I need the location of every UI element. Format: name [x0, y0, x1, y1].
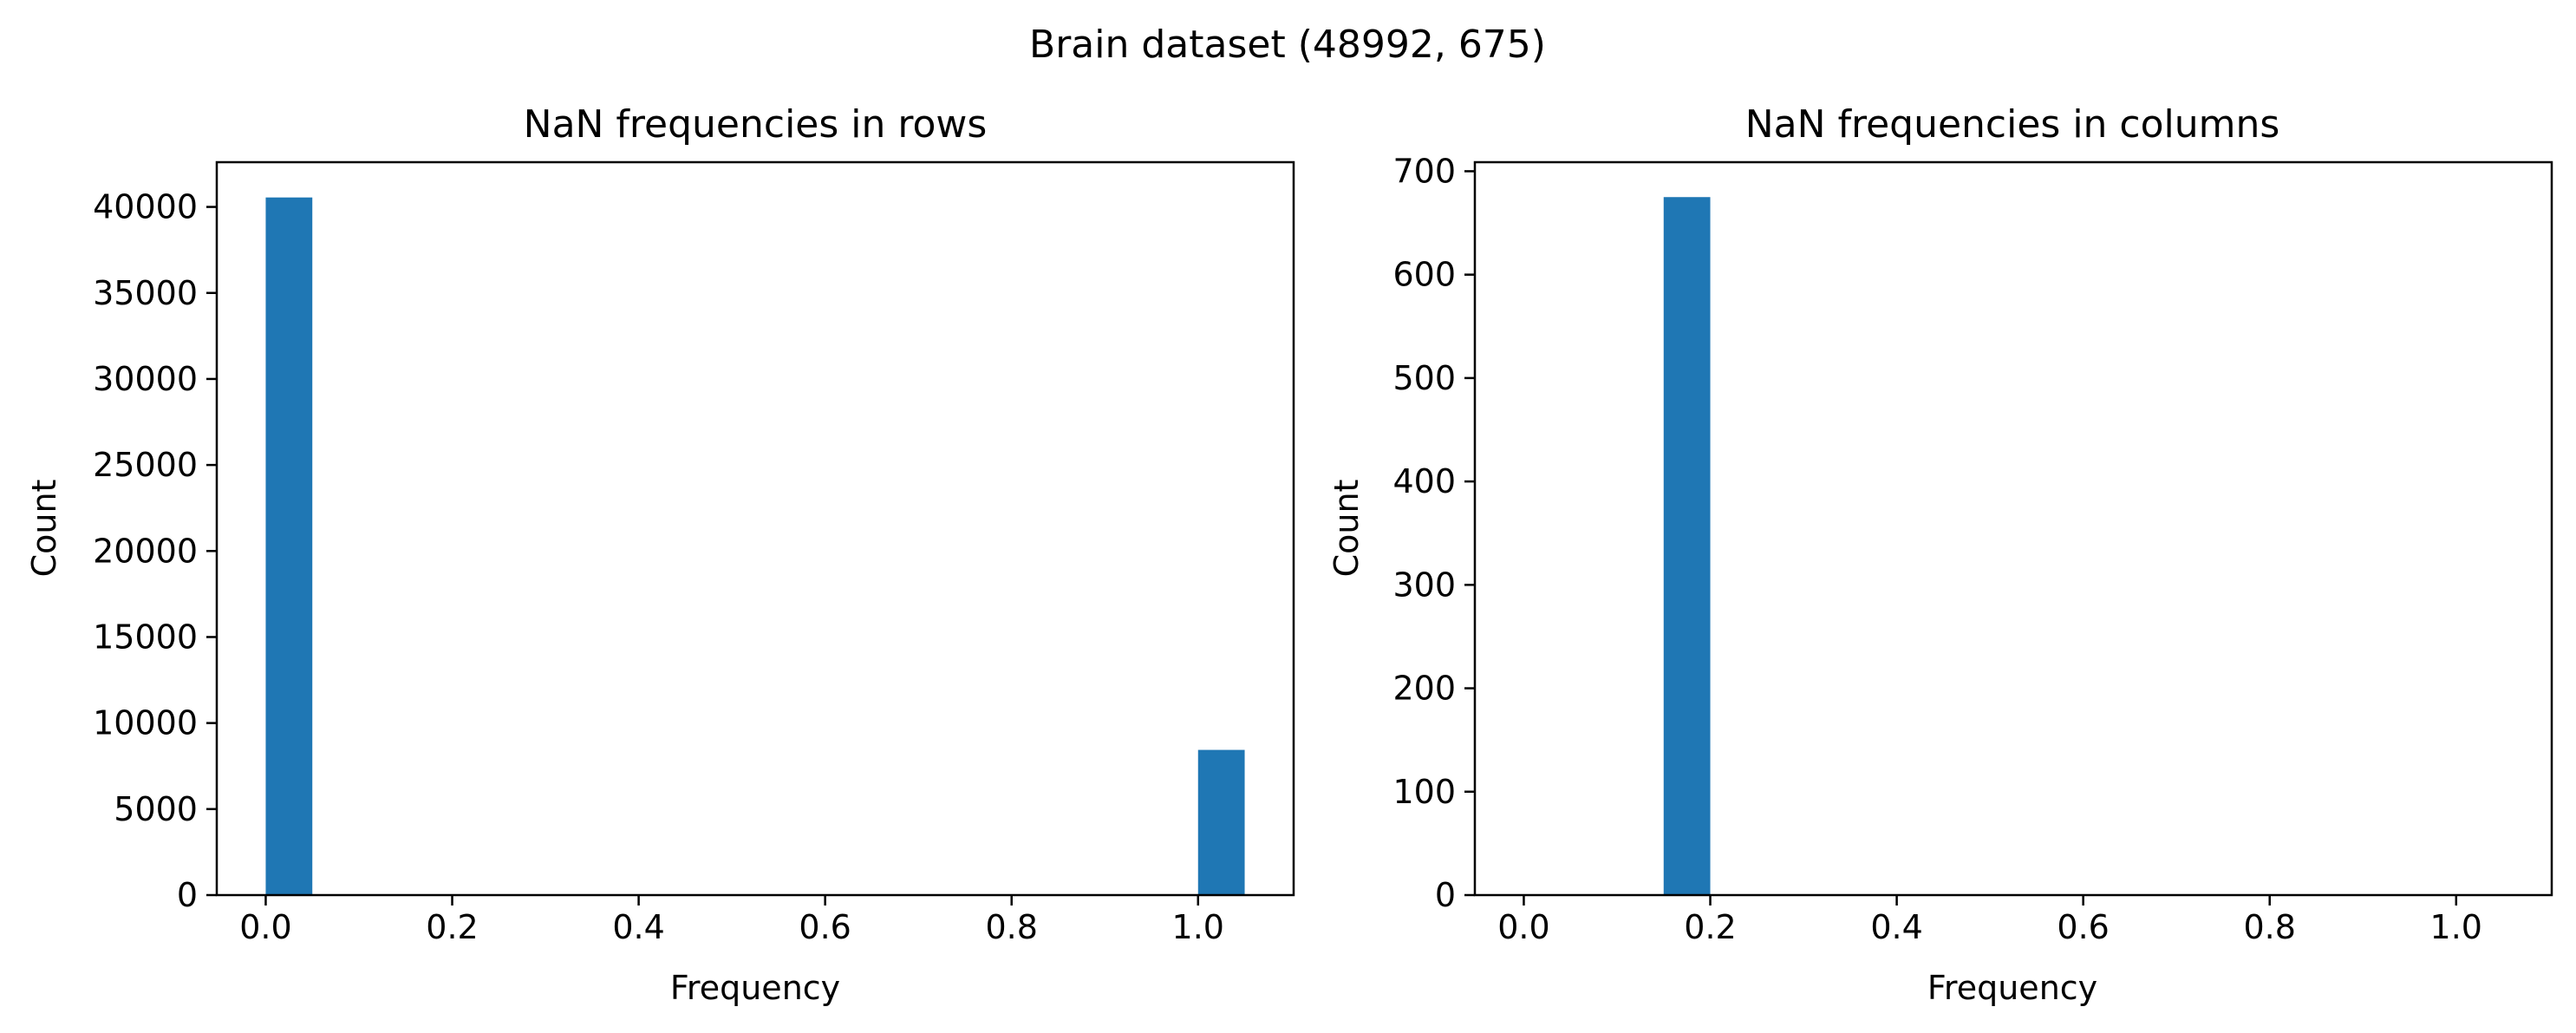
- subplot-title: NaN frequencies in rows: [524, 102, 988, 147]
- histogram-bar-0: [265, 197, 313, 895]
- subplot-title: NaN frequencies in columns: [1745, 102, 2280, 147]
- x-tick-label: 0.8: [985, 908, 1037, 946]
- y-tick-label: 15000: [93, 618, 198, 656]
- y-tick-label: 20000: [93, 532, 198, 570]
- x-ticks: 0.0 0.2 0.4 0.6 0.8 1.0: [1497, 895, 2482, 946]
- y-tick-label: 700: [1392, 152, 1456, 190]
- y-axis-label: Count: [25, 480, 63, 578]
- y-tick-label: 0: [1435, 876, 1456, 914]
- y-tick-label: 100: [1392, 773, 1456, 811]
- y-tick-label: 600: [1392, 256, 1456, 294]
- y-ticks: 0 5000 10000 15000 20000 25000 30000 35000 40000: [93, 188, 217, 914]
- x-tick-label: 0.6: [799, 908, 851, 946]
- y-ticks: 0 100 200 300 400 500 600 700: [1392, 152, 1475, 914]
- figure-suptitle: Brain dataset (48992, 675): [1029, 23, 1546, 67]
- y-tick-label: 500: [1392, 359, 1456, 397]
- histogram-bar-1: [1197, 749, 1245, 895]
- y-tick-label: 10000: [93, 704, 198, 742]
- y-tick-label: 40000: [93, 188, 198, 226]
- x-tick-label: 0.0: [1497, 908, 1549, 946]
- x-tick-label: 0.2: [426, 908, 478, 946]
- x-tick-label: 0.4: [612, 908, 664, 946]
- histogram-bar-0: [1663, 197, 1711, 895]
- subplot-columns: NaN frequencies in columns 0.0 0.2 0.4 0.6 0…: [1327, 102, 2553, 1007]
- y-tick-label: 5000: [114, 790, 198, 828]
- y-tick-label: 400: [1392, 462, 1456, 500]
- bars-group: [1663, 197, 1711, 895]
- y-tick-label: 0: [177, 876, 198, 914]
- axes-frame: [1473, 160, 2553, 897]
- x-tick-label: 1.0: [2430, 908, 2482, 946]
- y-tick-label: 35000: [93, 274, 198, 312]
- x-tick-label: 0.6: [2057, 908, 2109, 946]
- x-tick-label: 0.2: [1684, 908, 1736, 946]
- x-axis-label: Frequency: [1927, 969, 2097, 1007]
- y-axis-label: Count: [1327, 480, 1366, 578]
- y-tick-label: 200: [1392, 670, 1456, 708]
- axes-frame: [215, 160, 1295, 897]
- y-tick-label: 300: [1392, 566, 1456, 604]
- y-tick-label: 25000: [93, 446, 198, 484]
- y-tick-label: 30000: [93, 360, 198, 398]
- x-axis-label: Frequency: [670, 969, 840, 1007]
- x-ticks: 0.0 0.2 0.4 0.6 0.8 1.0: [239, 895, 1224, 946]
- x-tick-label: 0.4: [1870, 908, 1922, 946]
- subplot-rows: NaN frequencies in rows 0.0 0.2 0.4 0.6 0.8 1…: [25, 102, 1295, 1007]
- bars-group: [265, 197, 1245, 895]
- x-tick-label: 0.8: [2243, 908, 2295, 946]
- x-tick-label: 0.0: [239, 908, 291, 946]
- x-tick-label: 1.0: [1172, 908, 1224, 946]
